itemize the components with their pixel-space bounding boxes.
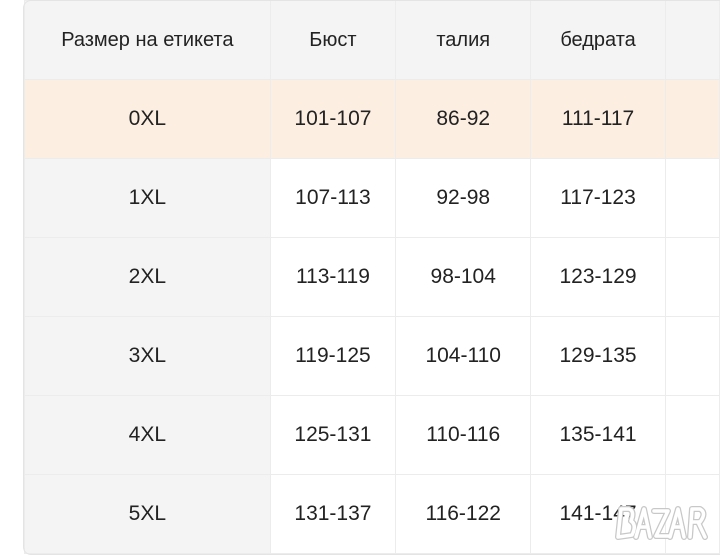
hips-cell: 141-147 [530,474,666,554]
header-extra [664,0,720,80]
table-row: 5XL 131-137 116-122 141-147 [24,474,720,554]
waist-cell: 92-98 [395,158,532,238]
extra-cell [664,316,720,396]
hips-cell: 129-135 [530,316,666,396]
table-row: 3XL 119-125 104-110 129-135 [24,316,720,396]
header-waist: талия [395,0,532,80]
size-cell: 3XL [24,316,271,396]
bust-cell: 119-125 [269,316,397,396]
extra-cell [664,395,720,475]
bust-cell: 107-113 [269,158,397,238]
waist-cell: 86-92 [395,79,532,159]
extra-cell [664,474,720,554]
size-cell: 2XL [24,237,271,317]
header-row: Размер на етикета Бюст талия бедрата [24,0,720,80]
header-hips: бедрата [530,0,666,80]
extra-cell [664,158,720,238]
header-label-size: Размер на етикета [24,0,271,80]
waist-cell: 104-110 [395,316,532,396]
size-cell: 1XL [24,158,271,238]
waist-cell: 110-116 [395,395,532,475]
extra-cell [664,237,720,317]
hips-cell: 135-141 [530,395,666,475]
size-cell: 5XL [24,474,271,554]
hips-cell: 117-123 [530,158,666,238]
table-row: 4XL 125-131 110-116 135-141 [24,395,720,475]
hips-cell: 111-117 [530,79,666,159]
table-row: 2XL 113-119 98-104 123-129 [24,237,720,317]
size-chart-table: Размер на етикета Бюст талия бедрата 0XL… [24,0,720,554]
waist-cell: 98-104 [395,237,532,317]
bust-cell: 101-107 [269,79,397,159]
hips-cell: 123-129 [530,237,666,317]
extra-cell [664,79,720,159]
size-cell: 0XL [24,79,271,159]
table-row: 1XL 107-113 92-98 117-123 [24,158,720,238]
bust-cell: 113-119 [269,237,397,317]
header-bust: Бюст [269,0,397,80]
size-cell: 4XL [24,395,271,475]
table-row: 0XL 101-107 86-92 111-117 [24,79,720,159]
bust-cell: 125-131 [269,395,397,475]
bust-cell: 131-137 [269,474,397,554]
waist-cell: 116-122 [395,474,532,554]
